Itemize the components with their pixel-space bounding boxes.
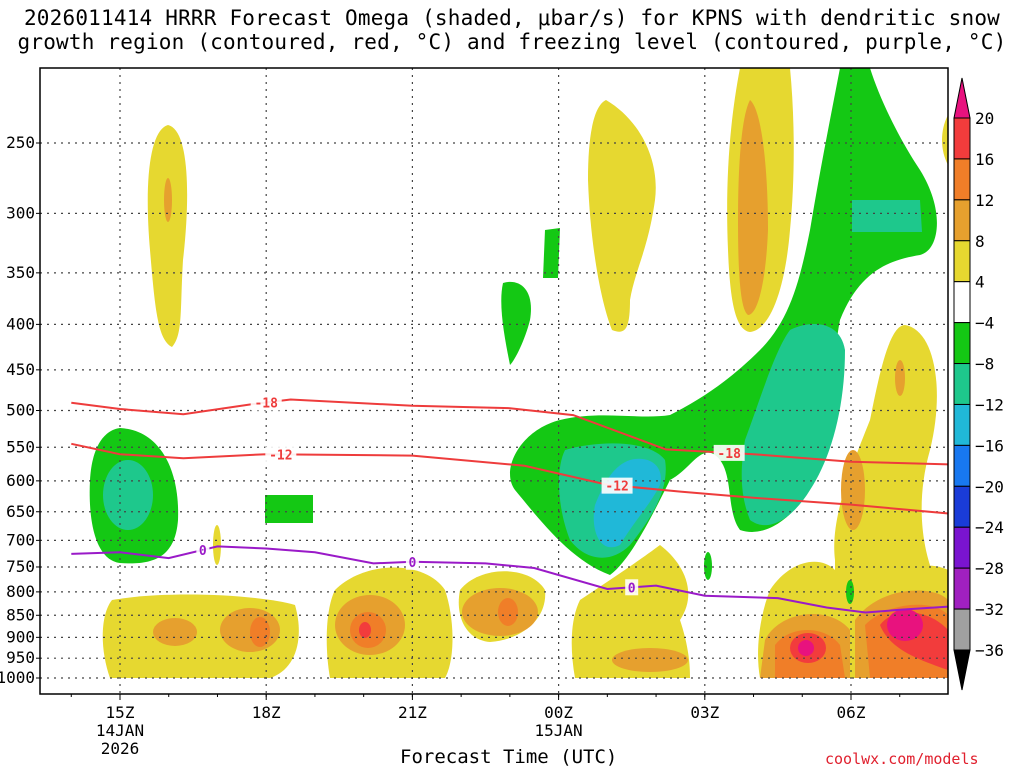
colorbar-label: 8 bbox=[975, 232, 985, 251]
x-tick-label: 03Z bbox=[690, 703, 719, 722]
y-tick-label: 900 bbox=[6, 627, 35, 646]
contour-line bbox=[71, 545, 949, 614]
colorbar-label: −32 bbox=[975, 600, 1004, 619]
title-line-1: 2026011414 HRRR Forecast Omega (shaded, … bbox=[23, 6, 1001, 30]
colorbar-box bbox=[953, 526, 971, 569]
y-tick-label: 600 bbox=[6, 471, 35, 490]
contour-label-bg bbox=[196, 541, 210, 558]
contour-label: -12 bbox=[605, 480, 628, 495]
y-tick-label: 950 bbox=[6, 648, 35, 667]
x-tick-label: 00Z bbox=[544, 703, 573, 722]
colorbar-box bbox=[953, 608, 971, 651]
y-tick-label: 800 bbox=[6, 582, 35, 601]
x-tick-label: 06Z bbox=[837, 703, 866, 722]
colorbar-label: −8 bbox=[975, 355, 994, 374]
colorbar-box bbox=[953, 403, 971, 446]
colorbar-top-arrow bbox=[953, 77, 971, 119]
y-tick-label: 1000 bbox=[0, 668, 35, 687]
contour-label: -18 bbox=[254, 397, 278, 412]
colorbar-box bbox=[953, 567, 971, 610]
colorbar-box bbox=[953, 281, 971, 324]
x-tick-sublabel: 14JAN bbox=[96, 721, 144, 740]
contour-label: -12 bbox=[269, 448, 292, 463]
colorbar-label: 12 bbox=[975, 191, 994, 210]
colorbar-label: 16 bbox=[975, 150, 994, 169]
y-tick-label: 850 bbox=[6, 605, 35, 624]
contour-label-bg bbox=[265, 446, 297, 463]
colorbar-label: 4 bbox=[975, 273, 985, 292]
chart-title: 2026011414 HRRR Forecast Omega (shaded, … bbox=[0, 6, 1024, 54]
title-line-2: growth region (contoured, red, °C) and f… bbox=[17, 30, 1007, 54]
colorbar-label: 20 bbox=[975, 109, 994, 128]
x-tick-label: 21Z bbox=[398, 703, 427, 722]
colorbar-box bbox=[953, 117, 971, 160]
colorbar-label: −12 bbox=[975, 395, 1004, 414]
contour-line bbox=[71, 398, 949, 466]
colorbar-bottom-arrow bbox=[953, 649, 971, 691]
x-tick-label: 18Z bbox=[252, 703, 281, 722]
y-tick-label: 650 bbox=[6, 502, 35, 521]
colorbar-label: −16 bbox=[975, 436, 1004, 455]
y-tick-label: 350 bbox=[6, 263, 35, 282]
y-tick-label: 700 bbox=[6, 530, 35, 549]
contour-label-bg bbox=[625, 579, 639, 596]
contour-label-bg bbox=[601, 477, 633, 494]
contour-label: 0 bbox=[628, 581, 636, 596]
colorbar-label: −36 bbox=[975, 641, 1004, 660]
y-tick-label: 300 bbox=[6, 203, 35, 222]
contour-label: 0 bbox=[199, 544, 207, 559]
y-tick-label: 550 bbox=[6, 437, 35, 456]
gridlines bbox=[40, 68, 948, 694]
colorbar-box bbox=[953, 322, 971, 365]
credit-text: coolwx.com/models bbox=[825, 750, 979, 768]
contour-label: -18 bbox=[717, 447, 741, 462]
plot-frame bbox=[39, 67, 949, 695]
contour-line bbox=[71, 442, 949, 515]
colorbar-box bbox=[953, 158, 971, 201]
x-tick-sublabel: 2026 bbox=[101, 739, 140, 758]
y-tick-label: 750 bbox=[6, 557, 35, 576]
x-tick-label: 15Z bbox=[106, 703, 135, 722]
colorbar-box bbox=[953, 485, 971, 528]
colorbar-box bbox=[953, 240, 971, 283]
y-tick-label: 450 bbox=[6, 360, 35, 379]
colorbar-label: −4 bbox=[975, 314, 994, 333]
contour-label-bg bbox=[405, 553, 419, 570]
colorbar-box bbox=[953, 363, 971, 405]
y-tick-label: 500 bbox=[6, 401, 35, 420]
colorbar-box bbox=[953, 199, 971, 242]
colorbar-label: −20 bbox=[975, 477, 1004, 496]
contour-label-bg bbox=[713, 444, 745, 461]
colorbar-box bbox=[953, 444, 971, 487]
contour-label-bg bbox=[250, 394, 282, 411]
contour-label: 0 bbox=[408, 556, 416, 571]
colorbar-label: −28 bbox=[975, 559, 1004, 578]
contour-lines: -18 -18 -12 -12 0 0 0 bbox=[71, 394, 949, 614]
y-tick-label: 250 bbox=[6, 133, 35, 152]
x-axis-title: Forecast Time (UTC) bbox=[400, 746, 618, 768]
y-tick-label: 400 bbox=[6, 314, 35, 333]
colorbar-label: −24 bbox=[975, 518, 1004, 537]
x-tick-sublabel: 15JAN bbox=[535, 721, 583, 740]
